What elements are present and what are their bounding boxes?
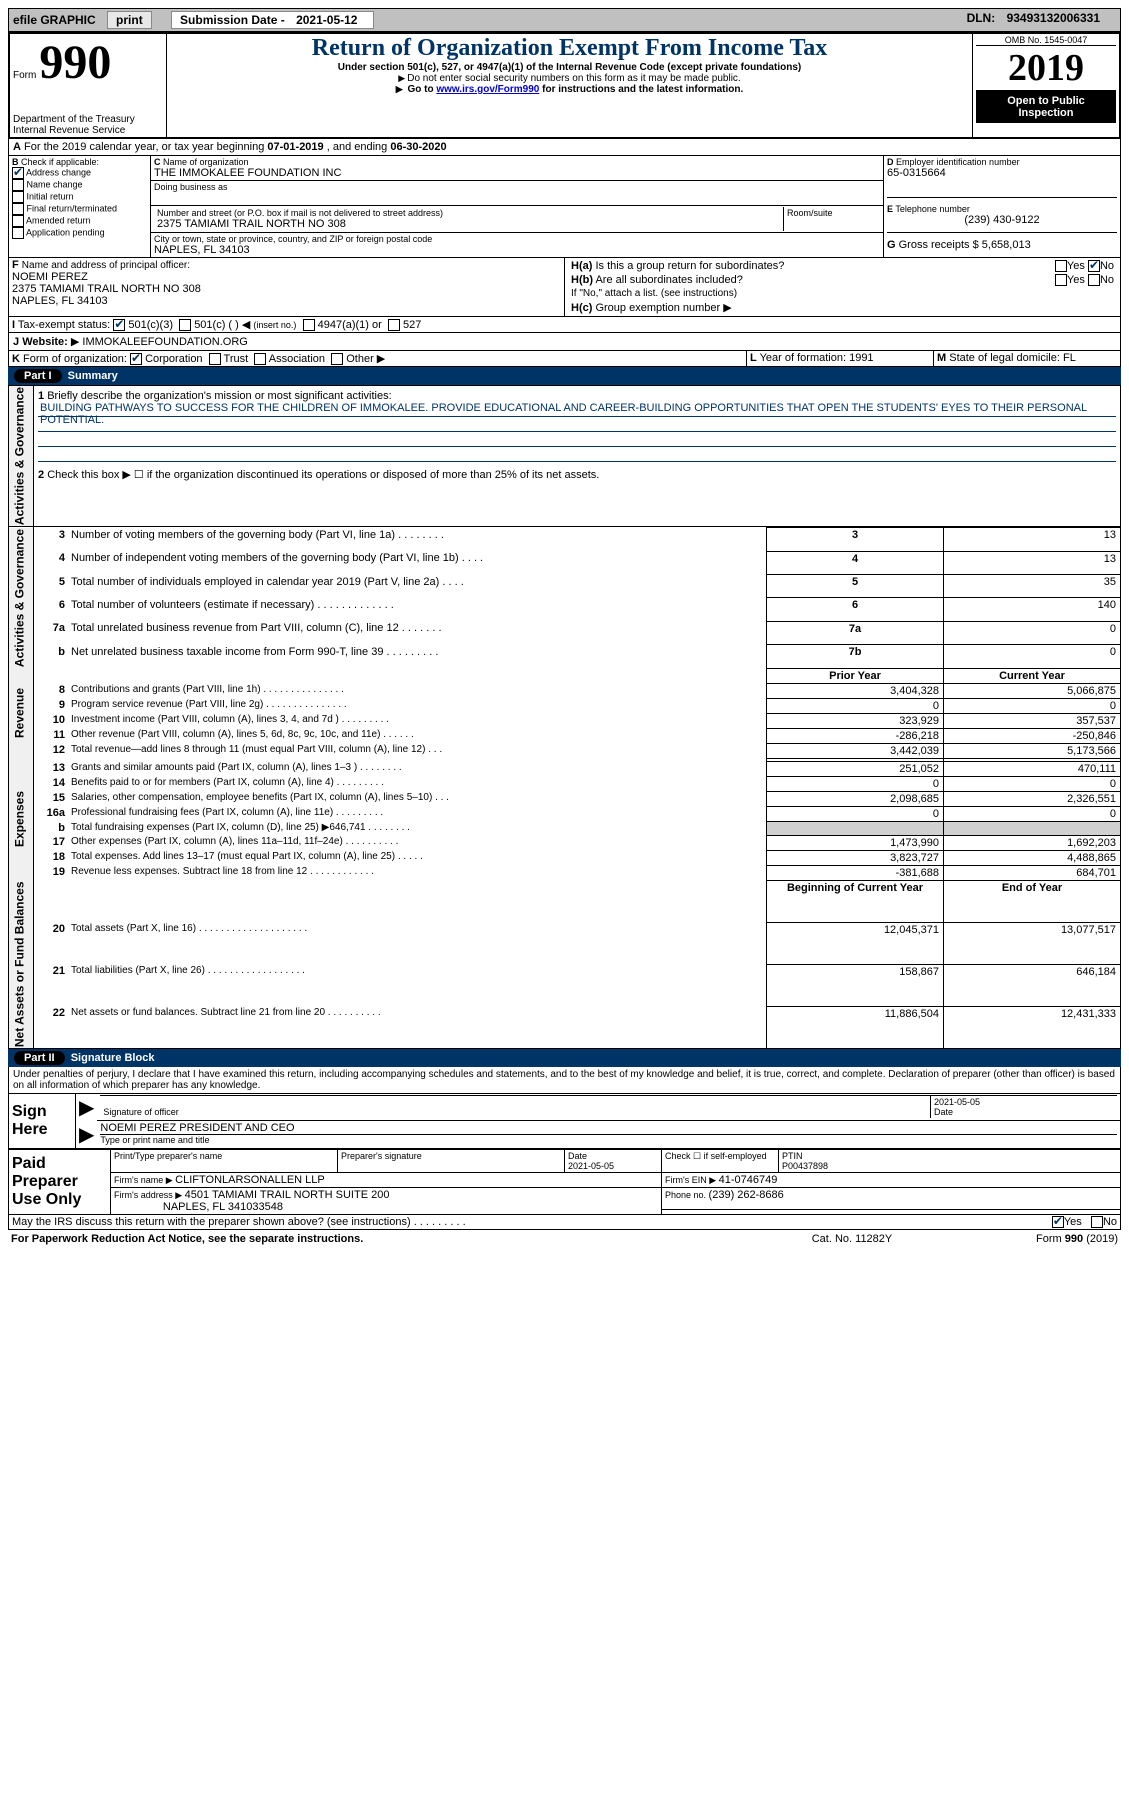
print-button[interactable]: print (107, 11, 152, 29)
submission-date: Submission Date - 2021-05-12 (171, 11, 374, 29)
subtitle-3: Go to www.irs.gov/Form990 for instructio… (170, 84, 969, 95)
chk-527[interactable] (388, 319, 400, 331)
tax-year: 2019 (976, 46, 1116, 91)
city: NAPLES, FL 34103 (154, 244, 880, 256)
entity-block: B Check if applicable: Address change Na… (8, 156, 1121, 258)
discuss-yes[interactable] (1052, 1216, 1064, 1228)
mission-text: BUILDING PATHWAYS TO SUCCESS FOR THE CHI… (38, 402, 1116, 417)
form990-link[interactable]: www.irs.gov/Form990 (436, 84, 539, 95)
org-name: THE IMMOKALEE FOUNDATION INC (154, 167, 880, 179)
chk-amended[interactable] (12, 215, 24, 227)
part-ii-header: Part II Signature Block (8, 1049, 1121, 1067)
year-formation: 1991 (849, 352, 873, 364)
firm-name: CLIFTONLARSONALLEN LLP (175, 1174, 325, 1186)
part-i-body: Activities & Governance3Number of voting… (8, 527, 1121, 1048)
chk-assoc[interactable] (254, 353, 266, 365)
form-title: Return of Organization Exempt From Incom… (170, 35, 969, 62)
b-label: Check if applicable: (21, 157, 99, 167)
website: IMMOKALEEFOUNDATION.ORG (82, 336, 247, 348)
chk-address[interactable] (12, 167, 24, 179)
dept-irs: Internal Revenue Service (13, 125, 163, 136)
footer-right: Form 990 (2019) (955, 1232, 1121, 1246)
chk-trust[interactable] (209, 353, 221, 365)
period-line: A For the 2019 calendar year, or tax yea… (8, 139, 1121, 156)
form-word: Form (13, 70, 36, 81)
val-5: 35 (944, 575, 1121, 598)
ptin: P00437898 (782, 1161, 828, 1171)
omb: OMB No. 1545-0047 (976, 35, 1116, 46)
chk-initial[interactable] (12, 191, 24, 203)
firm-phone: (239) 262-8686 (709, 1189, 784, 1201)
phone: (239) 430-9122 (887, 214, 1117, 226)
val-7b: 0 (944, 645, 1121, 668)
val-3: 13 (944, 528, 1121, 551)
officer-name: NOEMI PEREZ (12, 271, 88, 283)
paid-preparer-block: Paid Preparer Use Only Print/Type prepar… (8, 1149, 1121, 1215)
subtitle-1: Under section 501(c), 527, or 4947(a)(1)… (170, 62, 969, 73)
form-number: 990 (39, 36, 111, 89)
ha-no[interactable] (1088, 260, 1100, 272)
ein: 65-0315664 (887, 167, 1117, 179)
line2: Check this box ▶ ☐ if the organization d… (47, 469, 599, 481)
sign-here-block: Sign Here ▶ Signature of officer 2021-05… (8, 1093, 1121, 1149)
chk-501c[interactable] (179, 319, 191, 331)
val-4: 13 (944, 551, 1121, 574)
dln: DLN: 93493132006331 (967, 11, 1108, 25)
gross-receipts: 5,658,013 (982, 239, 1031, 251)
chk-final[interactable] (12, 203, 24, 215)
declaration: Under penalties of perjury, I declare th… (8, 1067, 1121, 1093)
footer-left: For Paperwork Reduction Act Notice, see … (8, 1232, 749, 1246)
val-6: 140 (944, 598, 1121, 621)
chk-4947[interactable] (303, 319, 315, 331)
hb-yes[interactable] (1055, 274, 1067, 286)
street: 2375 TAMIAMI TRAIL NORTH NO 308 (157, 218, 780, 230)
subtitle-2: Do not enter social security numbers on … (170, 73, 969, 84)
hb-no[interactable] (1088, 274, 1100, 286)
vlabel-act: Activities & Governance (9, 386, 34, 527)
firm-ein: 41-0746749 (719, 1174, 778, 1186)
chk-other[interactable] (331, 353, 343, 365)
officer-typed: NOEMI PEREZ PRESIDENT AND CEO (100, 1122, 1117, 1135)
chk-app[interactable] (12, 227, 24, 239)
dept-treasury: Department of the Treasury (13, 114, 163, 125)
open-to-public: Open to Public Inspection (976, 91, 1116, 123)
chk-corp[interactable] (130, 353, 142, 365)
chk-name[interactable] (12, 179, 24, 191)
discuss-question: May the IRS discuss this return with the… (9, 1215, 975, 1230)
state-domicile: FL (1063, 352, 1076, 364)
form-header: Form 990 Department of the Treasury Inte… (8, 32, 1121, 139)
part-i-header: Part I Summary (8, 367, 1121, 385)
efile-label: efile GRAPHIC (13, 13, 96, 27)
top-bar: efile GRAPHIC print Submission Date - 20… (8, 8, 1121, 32)
footer-mid: Cat. No. 11282Y (749, 1232, 955, 1246)
part-i-table: Activities & Governance 1 Briefly descri… (8, 385, 1121, 527)
discuss-no[interactable] (1091, 1216, 1103, 1228)
chk-501c3[interactable] (113, 319, 125, 331)
val-7a: 0 (944, 621, 1121, 644)
ha-yes[interactable] (1055, 260, 1067, 272)
